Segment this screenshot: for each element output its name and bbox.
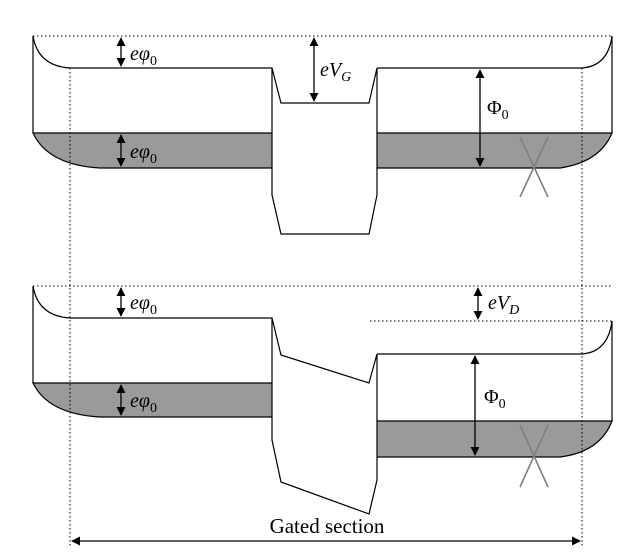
bottom-conduction-edge — [32, 285, 613, 421]
top-conduction-edge — [32, 35, 613, 133]
bottom-work-function-label: Φ0 — [484, 386, 506, 412]
bottom-left-fermi-sea — [32, 382, 273, 418]
top-gated-well — [271, 168, 378, 235]
top-left-fermi-sea — [32, 132, 273, 169]
gated-section-label: Gated section — [270, 514, 385, 538]
top-gate-voltage-label: eVG — [320, 59, 351, 85]
bottom-ephi-lower-label: eφ0 — [130, 390, 157, 416]
bottom-ephi-upper-label: eφ0 — [130, 292, 157, 318]
top-panel: eφ0 eφ0 eVG Φ0 — [32, 35, 613, 235]
bottom-gated-well — [271, 417, 378, 515]
top-ephi-lower-label: eφ0 — [130, 141, 157, 167]
top-dispersion-cross-b — [519, 136, 549, 198]
top-work-function-label: Φ0 — [487, 97, 509, 123]
bottom-right-fermi-sea — [376, 420, 613, 458]
bottom-dispersion-cross-b — [519, 424, 549, 488]
bottom-panel: eφ0 eφ0 eVD Φ0 — [32, 285, 613, 515]
gated-section-guides: Gated section — [69, 68, 583, 548]
bottom-drain-voltage-label: eVD — [488, 292, 519, 318]
top-right-fermi-sea — [376, 132, 613, 169]
top-ephi-upper-label: eφ0 — [130, 43, 157, 69]
